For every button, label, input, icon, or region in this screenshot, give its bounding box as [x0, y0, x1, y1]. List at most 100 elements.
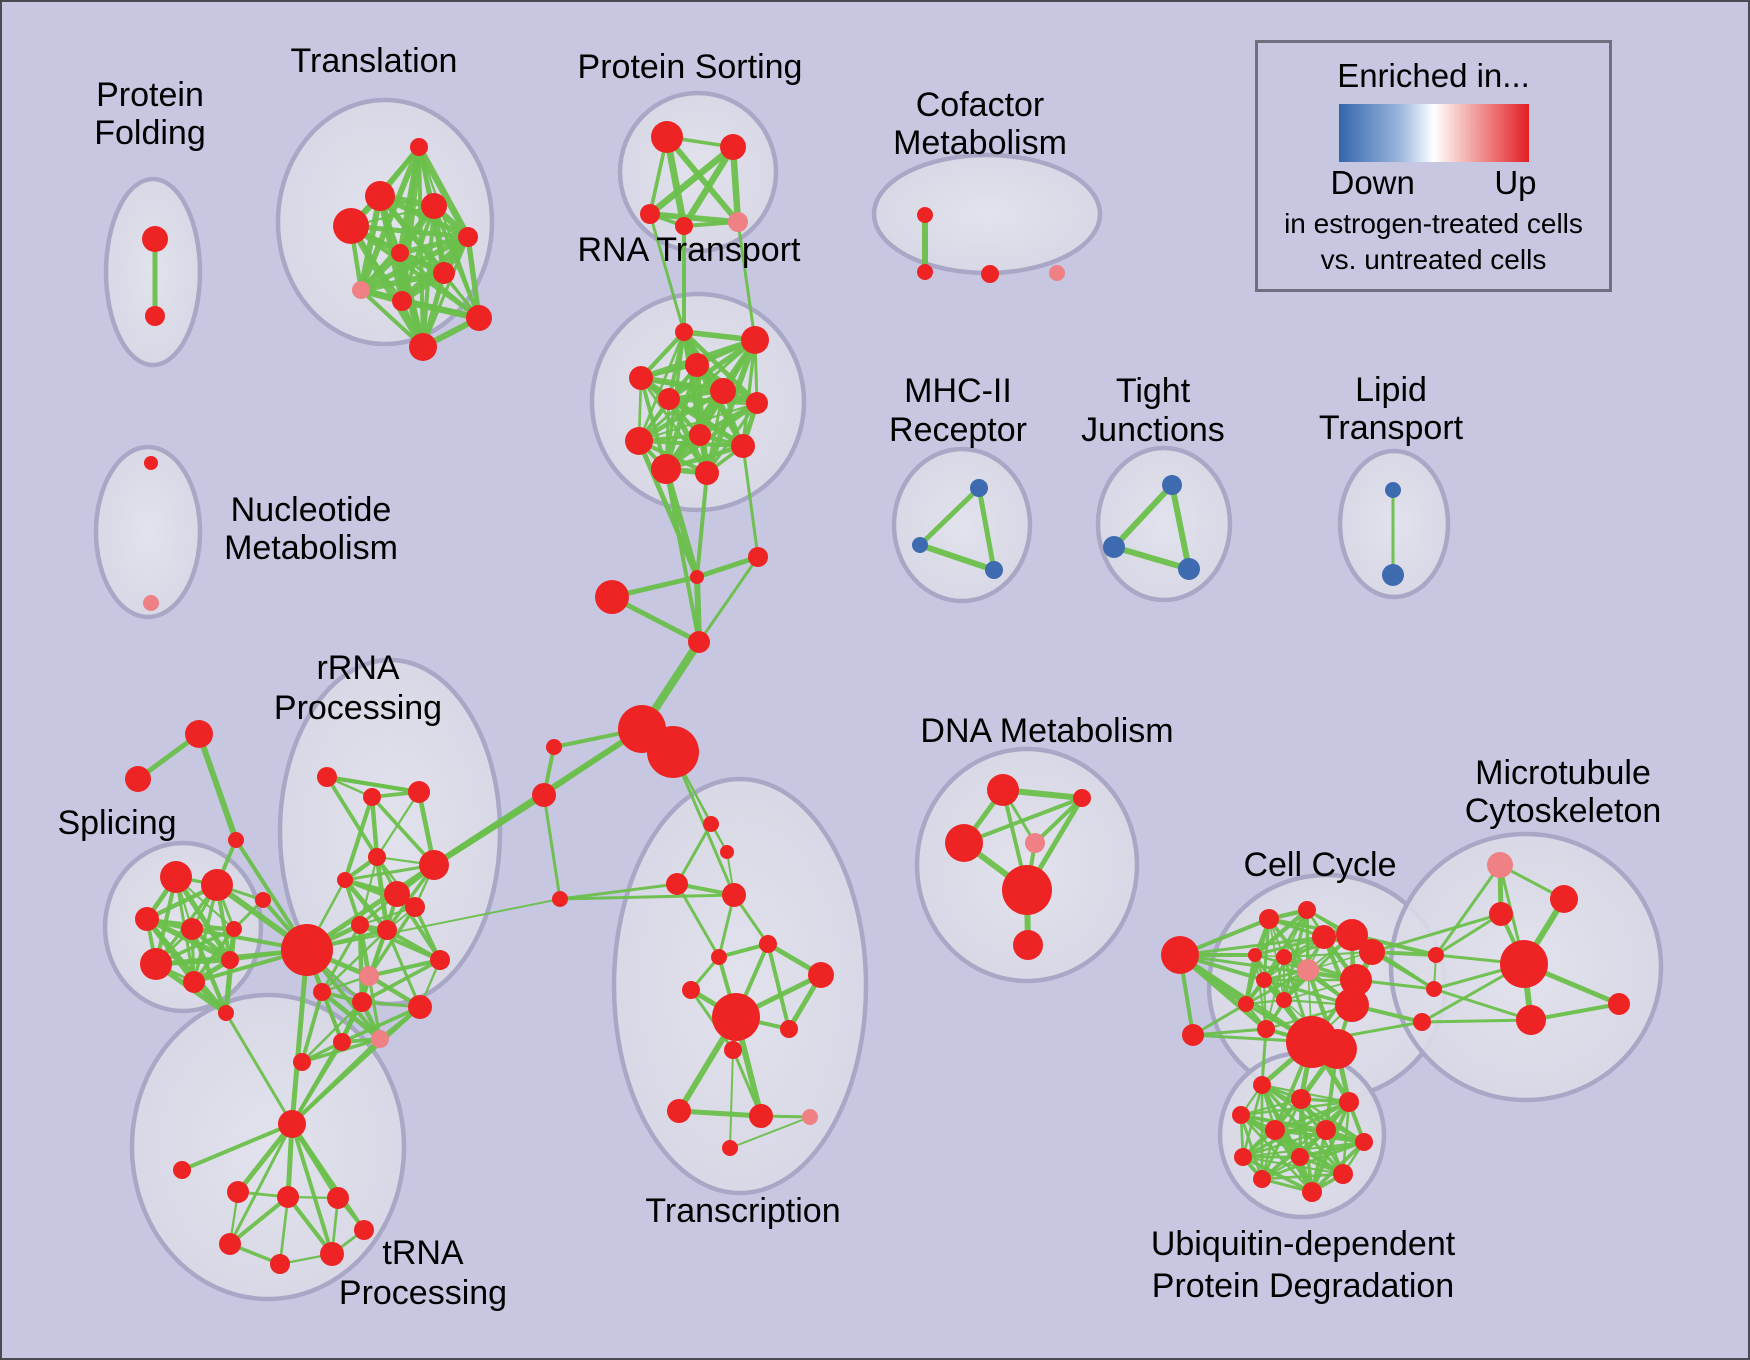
network-edge — [639, 376, 759, 405]
network-node — [658, 388, 680, 410]
network-node — [368, 848, 386, 866]
network-node — [317, 767, 337, 787]
network-nodes — [125, 121, 1630, 1274]
network-edge — [342, 877, 390, 933]
network-node — [1355, 1133, 1373, 1151]
cluster-label-trna_processing: Processing — [339, 1274, 507, 1312]
network-edge — [1241, 1155, 1345, 1176]
network-node — [433, 262, 455, 284]
network-node — [392, 291, 412, 311]
network-edge — [766, 942, 791, 1031]
network-node — [333, 1033, 351, 1051]
network-node — [1256, 972, 1272, 988]
cluster-label-splicing: Splicing — [57, 804, 176, 842]
network-node — [352, 992, 372, 1012]
network-node — [1413, 1013, 1431, 1031]
network-node — [1339, 1092, 1359, 1112]
network-edge — [228, 1122, 294, 1246]
network-node — [1248, 948, 1262, 962]
network-node — [227, 1181, 249, 1203]
network-edge — [235, 1121, 295, 1195]
network-node — [327, 1187, 349, 1209]
cluster-label-nucleotide_metabolism: Nucleotide — [231, 491, 392, 529]
network-edge — [636, 438, 746, 449]
network-edge — [542, 793, 562, 901]
network-node — [625, 427, 653, 455]
cluster-ellipse-mhc2_receptor — [891, 446, 1033, 604]
network-edge — [343, 863, 436, 882]
cluster-label-ubiquitin_degradation: Ubiquitin-dependent — [1151, 1225, 1456, 1263]
network-node — [458, 227, 478, 247]
network-edge — [741, 338, 757, 448]
network-edge — [384, 927, 443, 963]
network-edge — [741, 444, 760, 559]
network-edge — [664, 467, 701, 644]
network-edge — [144, 916, 229, 1016]
network-node — [410, 138, 428, 156]
network-node — [985, 561, 1003, 579]
network-edge — [689, 988, 735, 1052]
network-edge — [648, 212, 686, 334]
network-edge — [465, 234, 482, 321]
network-node — [731, 434, 755, 458]
network-edge — [647, 211, 741, 225]
network-node — [1238, 996, 1254, 1012]
network-edge — [290, 1000, 364, 1126]
network-node — [145, 306, 165, 326]
network-node — [1550, 885, 1578, 913]
cluster-label-protein_folding: Protein — [96, 76, 204, 114]
network-edge — [278, 1195, 290, 1266]
network-edge — [300, 990, 324, 1064]
network-node — [1336, 919, 1368, 951]
network-node — [351, 916, 369, 934]
network-node — [1298, 901, 1316, 919]
network-edge — [1252, 907, 1310, 958]
network-edge — [666, 396, 760, 406]
network-node — [371, 1030, 389, 1048]
network-node — [695, 461, 719, 485]
network-node — [703, 816, 719, 832]
network-edge — [290, 1122, 366, 1232]
network-node — [1516, 1005, 1546, 1035]
network-node — [917, 207, 933, 223]
network-node — [377, 920, 397, 940]
network-edge — [192, 927, 236, 984]
network-node — [1178, 558, 1200, 580]
network-edge — [917, 485, 982, 548]
network-node — [281, 924, 333, 976]
network-node — [1487, 852, 1513, 878]
network-node — [1002, 865, 1052, 915]
network-edge — [1434, 912, 1503, 957]
network-edge — [675, 822, 713, 886]
network-edge — [695, 471, 709, 579]
network-node — [333, 208, 369, 244]
network-node — [201, 869, 233, 901]
network-node — [595, 580, 629, 614]
cluster-ellipse-nucleotide_metabolism — [93, 444, 203, 620]
network-edge — [1241, 1128, 1328, 1159]
cluster-label-translation: Translation — [291, 42, 458, 80]
network-node — [293, 1053, 311, 1071]
network-edge — [704, 337, 758, 476]
cluster-label-lipid_transport: Lipid — [1355, 371, 1427, 409]
network-node — [1335, 988, 1369, 1022]
network-node — [981, 265, 999, 283]
network-edge — [636, 438, 700, 580]
network-node — [912, 537, 928, 553]
cluster-label-rna_transport: RNA Transport — [578, 231, 802, 269]
network-node — [808, 962, 834, 988]
network-edge — [1310, 1128, 1328, 1194]
network-node — [408, 781, 430, 803]
network-node — [1608, 993, 1630, 1015]
network-node — [181, 918, 203, 940]
network-edge — [729, 1116, 811, 1149]
network-node — [712, 993, 760, 1041]
network-edge — [1432, 987, 1533, 1022]
network-edge — [300, 1000, 364, 1064]
cluster-label-nucleotide_metabolism: Metabolism — [224, 529, 398, 567]
network-node — [651, 454, 681, 484]
network-edge — [694, 554, 761, 580]
cluster-label-protein_folding: Folding — [94, 114, 206, 152]
network-edge — [348, 223, 482, 321]
